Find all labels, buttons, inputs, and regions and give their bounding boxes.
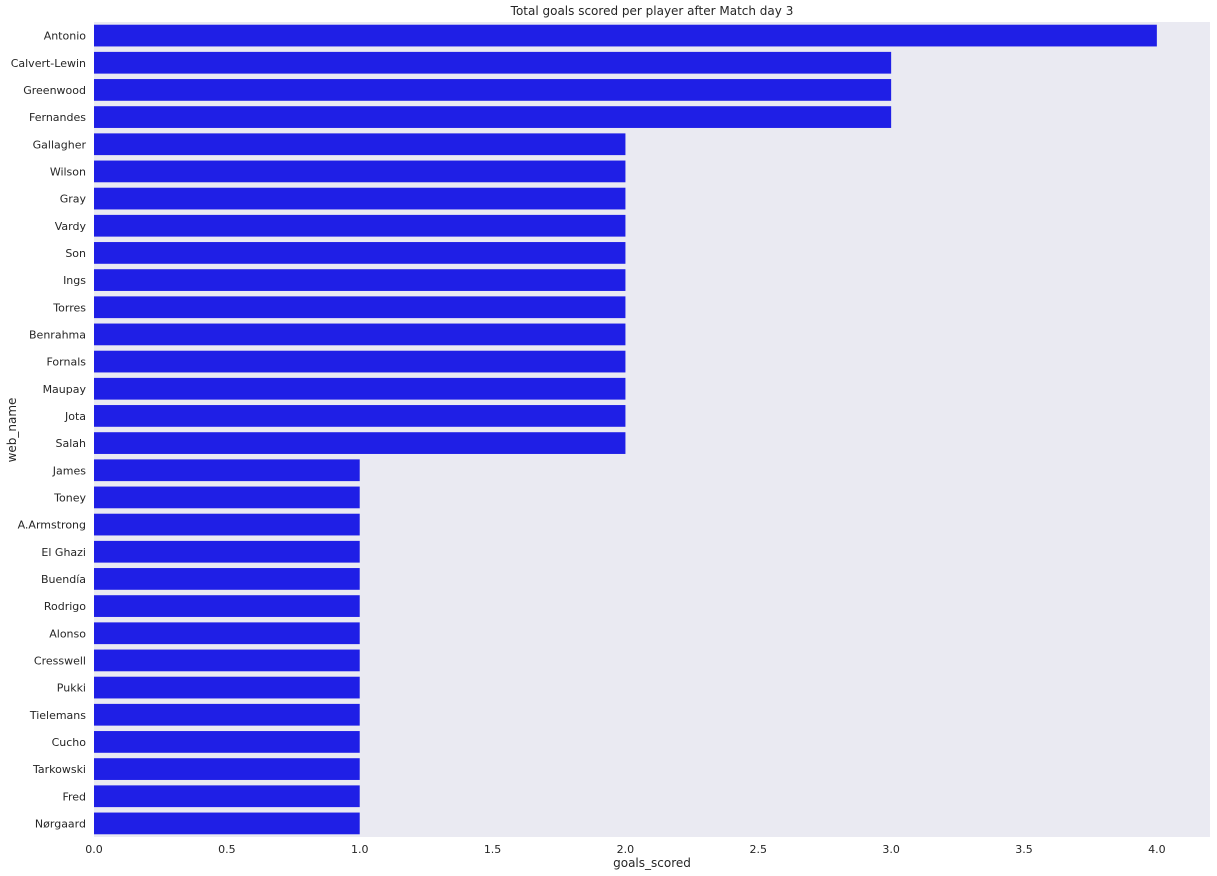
bar-12 [94, 350, 626, 373]
bar-23 [94, 649, 360, 672]
bar-19 [94, 540, 360, 563]
y-tick-label: Vardy [55, 220, 87, 233]
bar-29 [94, 812, 360, 835]
y-tick-label: A.Armstrong [18, 519, 86, 532]
bar-26 [94, 731, 360, 753]
x-tick-label: 1.5 [484, 843, 502, 856]
y-tick-label: Fornals [47, 356, 87, 369]
bar-2 [94, 79, 892, 101]
bar-17 [94, 486, 360, 509]
y-tick-label: Pukki [57, 682, 86, 695]
x-tick-label: 4.0 [1148, 843, 1166, 856]
y-tick-label: Calvert-Lewin [11, 57, 86, 70]
y-tick-label: Rodrigo [44, 600, 86, 613]
x-tick-label: 3.0 [882, 843, 900, 856]
x-tick-label: 2.0 [617, 843, 635, 856]
y-tick-label: Antonio [44, 30, 87, 43]
y-tick-label: James [52, 464, 86, 477]
x-tick-label: 0.5 [218, 843, 236, 856]
y-tick-label: Gray [60, 193, 87, 206]
x-tick-label: 3.5 [1015, 843, 1033, 856]
x-tick-label: 1.0 [351, 843, 369, 856]
bar-3 [94, 106, 892, 128]
bar-11 [94, 323, 626, 346]
y-tick-label: Cucho [52, 736, 87, 749]
y-tick-label: Toney [53, 491, 86, 504]
bar-28 [94, 785, 360, 808]
y-tick-label: Tielemans [29, 709, 86, 722]
y-tick-label: Jota [64, 410, 86, 423]
bar-16 [94, 459, 360, 482]
x-tick-label: 0.0 [85, 843, 103, 856]
y-tick-label: Maupay [43, 383, 87, 396]
y-tick-label: Cresswell [34, 654, 86, 667]
y-tick-label: Greenwood [23, 84, 86, 97]
y-tick-labels: Antonio Calvert-Lewin Greenwood Fernandes Ga… [11, 30, 87, 831]
y-tick-label: Alonso [49, 627, 86, 640]
bar-1 [94, 51, 892, 74]
y-tick-label: El Ghazi [41, 546, 86, 559]
y-tick-label: Ings [63, 274, 86, 287]
y-axis-label: web_name [5, 398, 19, 463]
bar-22 [94, 622, 360, 645]
bar-10 [94, 296, 626, 319]
bars [94, 24, 1157, 835]
x-tick-label: 2.5 [750, 843, 768, 856]
bar-6 [94, 187, 626, 210]
bar-5 [94, 160, 626, 183]
bar-8 [94, 242, 626, 264]
plot-area [94, 22, 1210, 837]
bar-14 [94, 405, 626, 427]
bar-18 [94, 513, 360, 536]
bar-21 [94, 595, 360, 617]
y-tick-label: Buendía [41, 573, 86, 586]
bar-7 [94, 214, 626, 237]
y-tick-label: Benrahma [29, 328, 86, 341]
bar-9 [94, 269, 626, 291]
y-tick-label: Son [65, 247, 86, 260]
bar-27 [94, 758, 360, 780]
bar-13 [94, 377, 626, 400]
bar-15 [94, 432, 626, 454]
y-tick-label: Torres [52, 301, 86, 314]
y-tick-label: Wilson [50, 165, 86, 178]
y-tick-label: Fernandes [29, 111, 86, 124]
bar-25 [94, 703, 360, 726]
x-tick-labels: 0.0 0.5 1.0 1.5 2.0 2.5 3.0 3.5 4.0 [85, 843, 1165, 856]
y-tick-label: Nørgaard [35, 817, 86, 830]
x-axis-label: goals_scored [613, 856, 691, 870]
bar-4 [94, 133, 626, 156]
y-tick-label: Salah [56, 437, 87, 450]
bar-20 [94, 568, 360, 590]
bar-24 [94, 676, 360, 699]
y-tick-label: Tarkowski [32, 763, 86, 776]
chart-title: Total goals scored per player after Matc… [510, 4, 794, 18]
bar-0 [94, 24, 1157, 47]
y-tick-label: Fred [62, 790, 86, 803]
y-tick-label: Gallagher [33, 138, 87, 151]
